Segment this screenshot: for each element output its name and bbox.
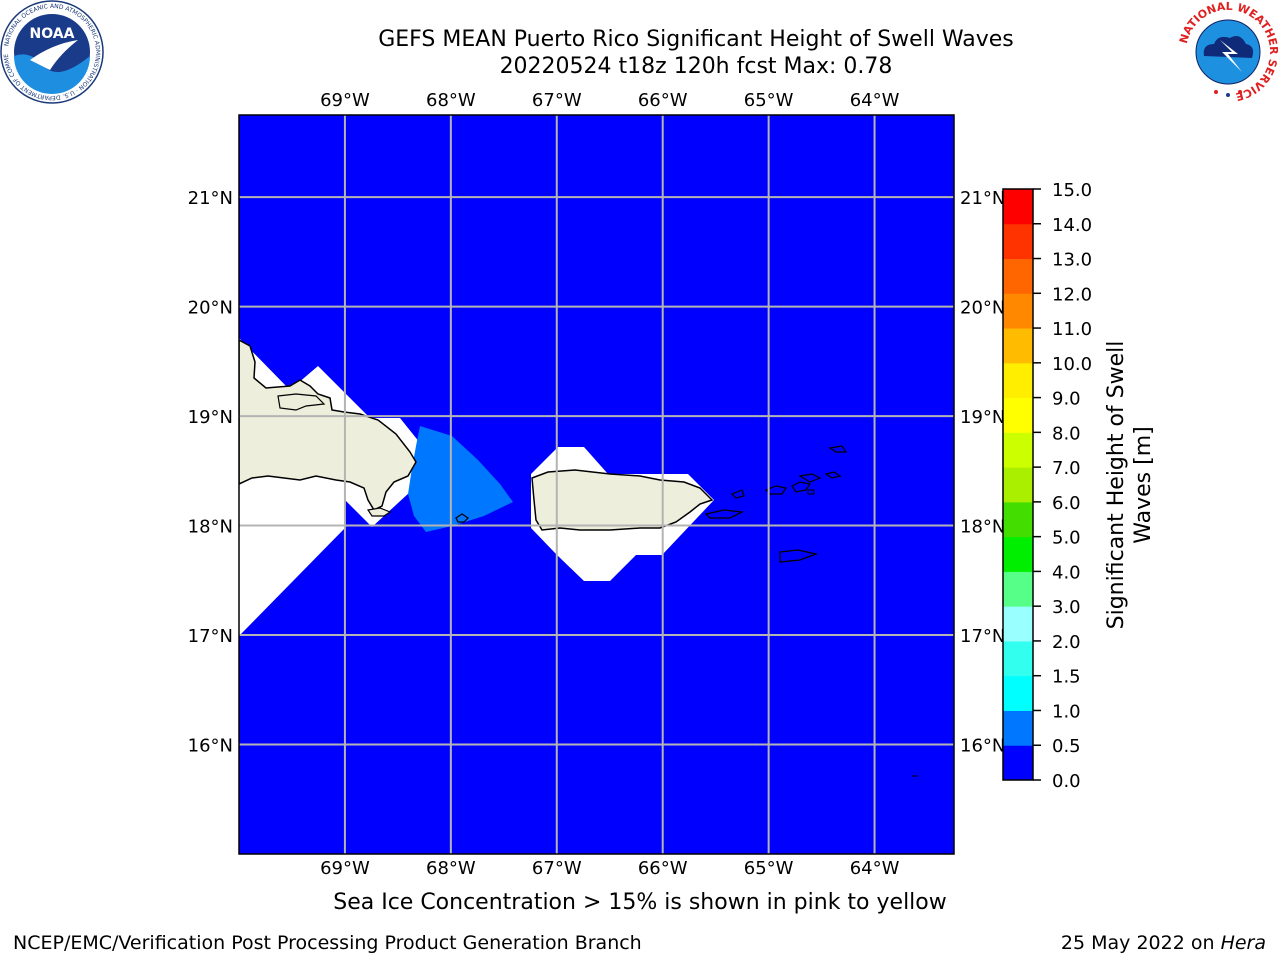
colorbar-label: Significant Height of Swell: [1104, 341, 1129, 630]
colorbar-label-line2: Waves [m]: [1131, 426, 1156, 543]
lat-label-left: 20°N: [188, 298, 233, 319]
lon-label-bottom: 68°W: [426, 858, 476, 879]
nws-logo: NATIONAL WEATHER SERVICE: [1177, 0, 1280, 103]
colorbar: 0.0 0.5 1.0 1.5 2.0 3.0 4.0 5.0 6.0 7.0 8.0 9.0 10.0…: [1002, 180, 1092, 792]
colorbar-tick-label: 1.0: [1052, 701, 1081, 722]
colorbar-tick-label: 10.0: [1052, 354, 1092, 375]
lat-label-right: 17°N: [960, 626, 1005, 647]
colorbar-tick-label: 4.0: [1052, 562, 1081, 583]
date-prefix: 25 May 2022 on: [1060, 932, 1221, 954]
land-hispaniola: [239, 339, 417, 511]
colorbar-tick-label: 3.0: [1052, 597, 1081, 618]
lon-label-top: 69°W: [320, 90, 370, 111]
colorbar-bin: [1003, 223, 1033, 260]
land-mona: [455, 513, 469, 523]
land-st-john: [791, 481, 811, 493]
colorbar-bin: [1003, 536, 1033, 572]
noaa-logo-text: NOAA: [30, 26, 75, 42]
colorbar-frame: [1002, 188, 1034, 781]
lat-label-left: 16°N: [188, 736, 233, 757]
lat-label-right: 21°N: [960, 188, 1005, 209]
colorbar-bin: [1003, 606, 1033, 642]
land-tortuga: [277, 393, 326, 411]
colorbar-tick-label: 6.0: [1052, 493, 1081, 514]
lon-label-bottom: 67°W: [532, 858, 582, 879]
land-vieques: [704, 509, 745, 519]
date-text: 25 May 2022 on Hera: [1061, 932, 1266, 954]
map-title: GEFS MEAN Puerto Rico Significant Height…: [378, 27, 1014, 52]
colorbar-tick-label: 5.0: [1052, 528, 1081, 549]
land-anegada: [828, 445, 848, 453]
map-frame: [238, 114, 955, 855]
lon-label-bottom: 65°W: [744, 858, 794, 879]
colorbar-tick-label: 1.5: [1052, 667, 1081, 688]
date-host: Hera: [1220, 932, 1266, 954]
swell-zone-0-5m: [408, 426, 513, 532]
colorbar-tick-label: 14.0: [1052, 215, 1092, 236]
lat-label-right: 16°N: [960, 736, 1005, 757]
lat-label-right: 20°N: [960, 298, 1005, 319]
land-saona: [366, 507, 392, 517]
colorbar-bin: [1003, 189, 1033, 225]
map-subtitle: 20220524 t18z 120h fcst Max: 0.78: [499, 54, 893, 79]
colorbar-tick-label: 8.0: [1052, 423, 1081, 444]
colorbar-bin: [1003, 745, 1033, 781]
colorbar-bin: [1003, 362, 1033, 399]
colorbar-tick-label: 13.0: [1052, 250, 1092, 271]
colorbar-tick-label: 12.0: [1052, 284, 1092, 305]
colorbar-tick-label: 11.0: [1052, 319, 1092, 340]
lon-label-top: 66°W: [638, 90, 688, 111]
colorbar-bin: [1003, 293, 1033, 329]
colorbar-bin: [1003, 675, 1033, 711]
lon-label-top: 68°W: [426, 90, 476, 111]
credit-text: NCEP/EMC/Verification Post Processing Pr…: [13, 932, 642, 954]
lon-label-bottom: 66°W: [638, 858, 688, 879]
colorbar-bin: [1003, 710, 1033, 746]
colorbar-tick-label: 0.0: [1052, 771, 1081, 792]
colorbar-tick-label: 0.5: [1052, 736, 1081, 757]
lon-label-bottom: 69°W: [320, 858, 370, 879]
colorbar-bin: [1003, 432, 1033, 468]
lon-label-top: 67°W: [532, 90, 582, 111]
lon-label-bottom: 64°W: [850, 858, 900, 879]
land-st-croix: [779, 549, 819, 563]
land-puerto-rico: [531, 469, 714, 531]
lat-label-left: 19°N: [188, 407, 233, 428]
colorbar-bin: [1003, 501, 1033, 538]
lat-label-right: 19°N: [960, 407, 1005, 428]
land-virgin-gorda: [824, 471, 842, 479]
colorbar-bin: [1003, 467, 1033, 503]
lat-label-left: 17°N: [188, 626, 233, 647]
colorbar-bin: [1003, 571, 1033, 607]
colorbar-tick-label: 2.0: [1052, 632, 1081, 653]
lat-label-left: 21°N: [188, 188, 233, 209]
sea-ice-note: Sea Ice Concentration > 15% is shown in …: [333, 890, 947, 915]
tick-labels: 69°W 69°W 68°W 68°W 67°W 67°W 66°W 66°W 65°W 65°W…: [188, 90, 1006, 879]
colorbar-bin: [1003, 258, 1033, 294]
colorbar-tick-label: 15.0: [1052, 180, 1092, 201]
colorbar-bin: [1003, 397, 1033, 433]
lon-label-top: 65°W: [744, 90, 794, 111]
lat-label-right: 18°N: [960, 517, 1005, 538]
land-jost: [807, 489, 815, 495]
colorbar-bin: [1003, 328, 1033, 364]
colorbar-bin: [1003, 640, 1033, 677]
lat-label-left: 18°N: [188, 517, 233, 538]
colorbar-tick-label: 9.0: [1052, 389, 1081, 410]
lon-label-top: 64°W: [850, 90, 900, 111]
colorbar-tick-label: 7.0: [1052, 458, 1081, 479]
land-culebra: [730, 489, 745, 499]
land-tortola: [798, 473, 822, 483]
graticule: [239, 115, 954, 854]
noaa-logo: NATIONAL OCEANIC AND ATMOSPHERIC ADMINIS…: [0, 0, 104, 104]
